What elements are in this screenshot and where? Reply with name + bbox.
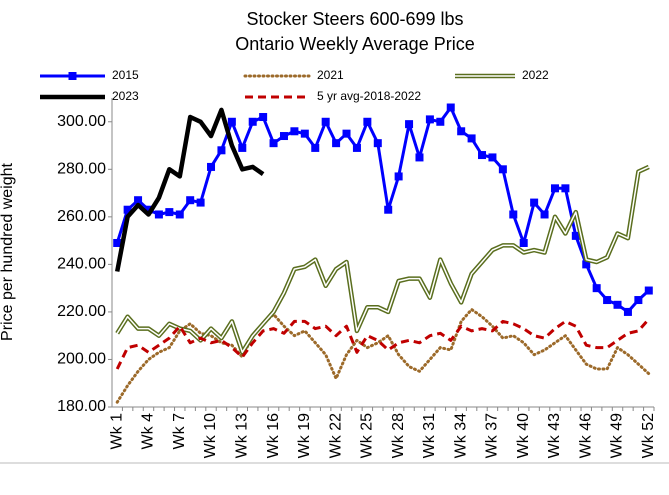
x-tick-label: Wk 22 xyxy=(327,413,344,458)
point xyxy=(561,184,570,193)
x-tick-label: Wk 49 xyxy=(609,413,626,458)
point xyxy=(509,210,518,219)
point xyxy=(290,127,299,136)
point xyxy=(457,127,466,136)
point xyxy=(405,120,414,129)
legend-label: 2021 xyxy=(317,68,344,82)
point xyxy=(363,117,372,126)
point xyxy=(603,296,612,305)
point xyxy=(248,117,257,126)
point xyxy=(196,198,205,207)
chart-subtitle: Ontario Weekly Average Price xyxy=(235,34,474,54)
y-axis-label: Price per hundred weight xyxy=(0,163,16,341)
legend-marker xyxy=(68,72,77,80)
y-tick-label: 200.00 xyxy=(57,351,106,368)
point xyxy=(415,153,424,162)
x-tick-label: Wk 40 xyxy=(515,413,532,458)
x-tick-label: Wk 28 xyxy=(390,413,407,458)
x-tick-label: Wk 37 xyxy=(484,413,501,458)
point xyxy=(175,210,184,219)
point xyxy=(165,208,174,217)
point xyxy=(154,210,163,219)
point xyxy=(269,139,278,148)
series-line xyxy=(116,166,650,354)
x-tick-label: Wk 46 xyxy=(577,413,594,458)
series-line xyxy=(115,106,650,314)
point xyxy=(592,284,601,293)
point xyxy=(498,165,507,174)
point xyxy=(352,143,361,152)
point xyxy=(644,286,653,295)
chart-title: Stocker Steers 600-699 lbs xyxy=(246,9,463,29)
point xyxy=(259,113,268,122)
point xyxy=(582,260,591,269)
y-tick-label: 260.00 xyxy=(57,208,106,225)
legend-label: 2022 xyxy=(522,68,549,82)
point xyxy=(634,296,643,305)
point xyxy=(425,115,434,124)
point xyxy=(540,210,549,219)
point xyxy=(113,238,122,247)
point xyxy=(311,143,320,152)
point xyxy=(467,134,476,143)
point xyxy=(613,300,622,309)
point xyxy=(530,198,539,207)
point xyxy=(550,184,559,193)
legend-label: 2023 xyxy=(112,89,139,103)
legend-label: 2015 xyxy=(112,68,139,82)
point xyxy=(332,139,341,148)
x-tick-label: Wk 19 xyxy=(296,413,313,458)
y-tick-label: 240.00 xyxy=(57,256,106,273)
y-tick-label: 300.00 xyxy=(57,113,106,130)
x-tick-label: Wk 52 xyxy=(640,413,657,458)
point xyxy=(207,162,216,171)
point xyxy=(488,153,497,162)
point xyxy=(519,238,528,247)
x-tick-label: Wk 13 xyxy=(234,413,251,458)
point xyxy=(384,205,393,214)
point xyxy=(478,151,487,160)
x-tick-label: Wk 25 xyxy=(359,413,376,458)
x-tick-label: Wk 43 xyxy=(546,413,563,458)
point xyxy=(186,196,195,205)
point xyxy=(238,143,247,152)
point xyxy=(394,172,403,181)
series-line xyxy=(114,107,265,272)
x-tick-label: Wk 7 xyxy=(171,413,188,450)
x-tick-label: Wk 34 xyxy=(452,413,469,458)
point xyxy=(436,117,445,126)
series-line xyxy=(115,308,651,404)
y-tick-label: 280.00 xyxy=(57,161,106,178)
point xyxy=(279,132,288,141)
point xyxy=(571,231,580,240)
point xyxy=(342,129,351,138)
point xyxy=(227,117,236,126)
point xyxy=(144,205,153,214)
x-tick-label: Wk 10 xyxy=(202,413,219,458)
point xyxy=(321,117,330,126)
x-tick-label: Wk 1 xyxy=(108,413,125,450)
x-tick-label: Wk 31 xyxy=(421,413,438,458)
point xyxy=(217,146,226,155)
legend-label: 5 yr avg-2018-2022 xyxy=(317,89,421,103)
point xyxy=(373,139,382,148)
point xyxy=(623,307,632,316)
point xyxy=(134,196,143,205)
y-tick-label: 220.00 xyxy=(57,303,106,320)
point xyxy=(446,103,455,112)
point xyxy=(300,129,309,138)
x-tick-label: Wk 4 xyxy=(140,413,157,450)
y-tick-label: 180.00 xyxy=(57,398,106,415)
x-tick-label: Wk 16 xyxy=(265,413,282,458)
series-line xyxy=(115,318,650,370)
point xyxy=(123,205,132,214)
